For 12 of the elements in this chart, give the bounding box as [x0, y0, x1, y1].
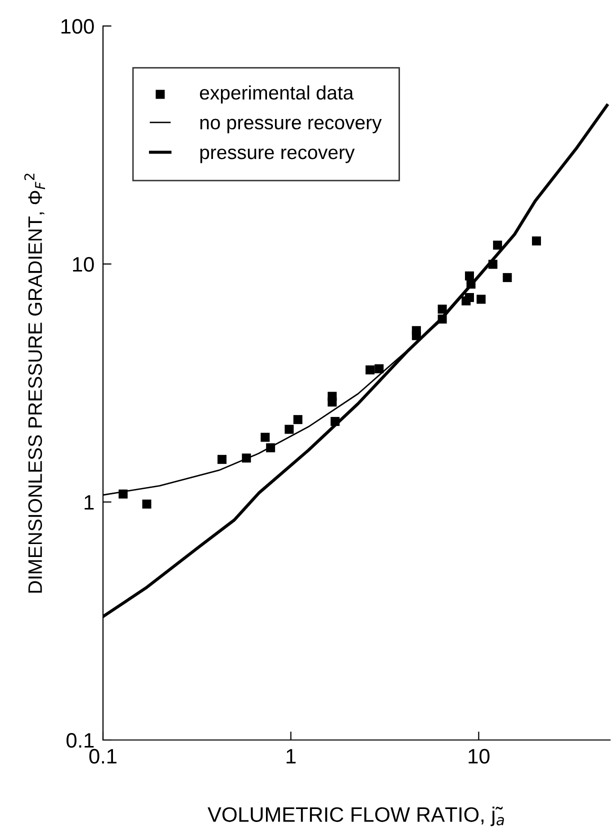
y-tick-label: 10 [73, 257, 94, 272]
y-tick-label: 0.1 [66, 733, 94, 748]
x-tick-label: 1 [286, 749, 296, 764]
x-tick-label: 0.1 [89, 748, 116, 764]
legend-label: pressure recovery [200, 148, 355, 164]
legend-label: no pressure recovery [200, 118, 382, 134]
x-tick-label: 10 [468, 748, 490, 764]
legend-label: experimental data [200, 85, 354, 104]
y-tick-label: 100 [62, 19, 94, 34]
y-tick-label: 1 [84, 495, 94, 510]
y-axis-title: DIMENSIONLESS PRESSURE GRADIENT, Φ$_{F}$$^{2}$ [24, 174, 46, 593]
x-axis-title: VOLUMETRIC FLOW RATIO, j̃$_{a}$ [208, 806, 504, 826]
